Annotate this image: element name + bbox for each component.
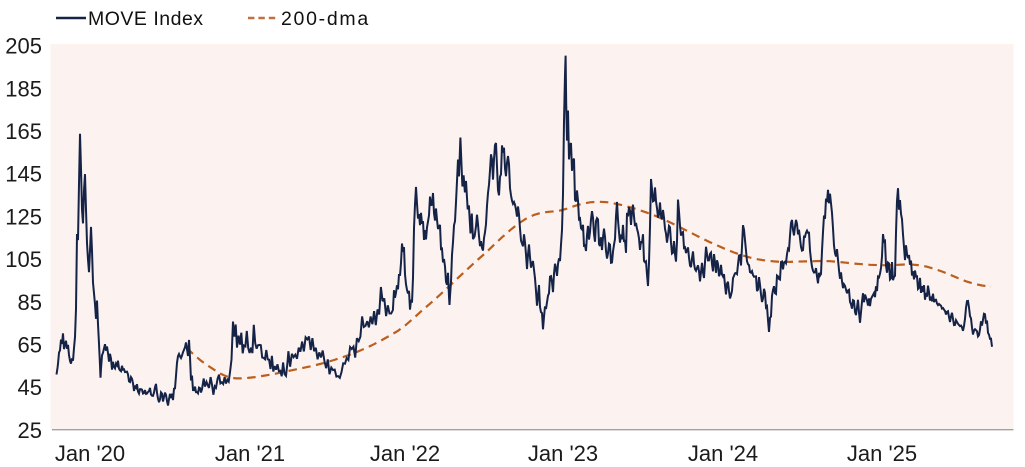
- svg-text:45: 45: [18, 375, 42, 400]
- svg-text:165: 165: [5, 119, 42, 144]
- svg-text:125: 125: [5, 204, 42, 229]
- svg-text:65: 65: [18, 332, 42, 357]
- svg-text:145: 145: [5, 162, 42, 187]
- svg-text:Jan '24: Jan '24: [688, 441, 758, 466]
- svg-text:105: 105: [5, 247, 42, 272]
- svg-text:Jan '23: Jan '23: [528, 441, 598, 466]
- svg-text:Jan '22: Jan '22: [370, 441, 440, 466]
- svg-text:25: 25: [18, 418, 42, 443]
- svg-text:Jan '21: Jan '21: [215, 441, 285, 466]
- svg-text:MOVE Index: MOVE Index: [88, 8, 204, 30]
- svg-text:85: 85: [18, 290, 42, 315]
- svg-text:205: 205: [5, 34, 42, 59]
- svg-text:Jan '20: Jan '20: [55, 441, 125, 466]
- svg-text:185: 185: [5, 76, 42, 101]
- svg-text:Jan '25: Jan '25: [847, 441, 917, 466]
- svg-text:200-dma: 200-dma: [281, 8, 370, 30]
